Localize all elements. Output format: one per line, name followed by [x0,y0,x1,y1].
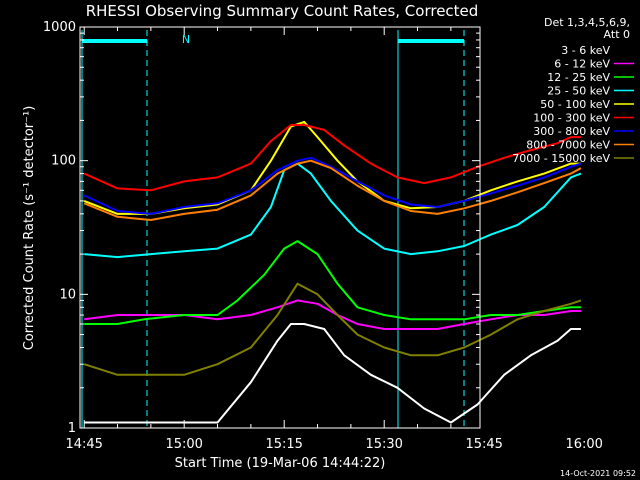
series-line-4 [83,120,581,215]
legend-label-8: 7000 - 15000 keV [512,152,610,165]
x-tick-label-1: 15:00 [165,437,202,452]
series-line-6 [83,156,582,215]
legend-label-5: 100 - 300 keV [533,112,610,125]
series-line-3 [84,162,582,259]
x-axis-label: Start Time (19-Mar-06 14:44:22) [175,456,386,471]
series-line-5 [83,124,581,192]
series-line-8 [83,282,582,376]
y-tick-label-0: 1 [68,421,76,436]
chart-title: RHESSI Observing Summary Count Rates, Co… [86,2,479,20]
legend-label-6: 300 - 800 keV [533,125,610,138]
series-layer [83,120,582,424]
timestamp: 14-Oct-2021 09:52 [560,469,636,478]
series-line-2 [84,240,581,325]
series-line-7 [83,159,582,221]
legend-label-4: 50 - 100 keV [540,98,610,111]
legend-label-0: 3 - 6 keV [561,44,610,57]
night-marker-label: N [182,33,190,46]
legend-label-7: 800 - 7000 keV [526,139,610,152]
legend-label-2: 12 - 25 keV [547,71,610,84]
x-tick-label-2: 15:15 [265,437,302,452]
plot-axes [79,26,481,429]
y-tick-label-1: 10 [59,287,76,302]
x-tick-label-4: 15:45 [465,437,502,452]
x-tick-label-3: 15:30 [365,437,402,452]
legend-label-1: 6 - 12 keV [554,58,610,71]
legend-label-3: 25 - 50 keV [547,85,610,98]
y-tick-label-3: 1000 [43,20,76,35]
y-axis-label: Corrected Count Rate (s⁻¹ detector⁻¹) [22,106,37,351]
series-line-0 [84,323,581,424]
y-tick-label-2: 100 [51,154,76,169]
x-tick-label-5: 16:00 [565,437,602,452]
tick-labels: 1 10 100 1000 14:45 15:00 15:15 15:30 15:45 16:00… [43,20,603,452]
legend-header-line1: Det 1,3,4,5,6,9, [544,16,630,29]
plot-frame [79,26,481,429]
plot-decorations [81,30,465,428]
x-tick-label-0: 14:45 [65,437,102,452]
legend-header-line2: Att 0 [604,28,630,41]
